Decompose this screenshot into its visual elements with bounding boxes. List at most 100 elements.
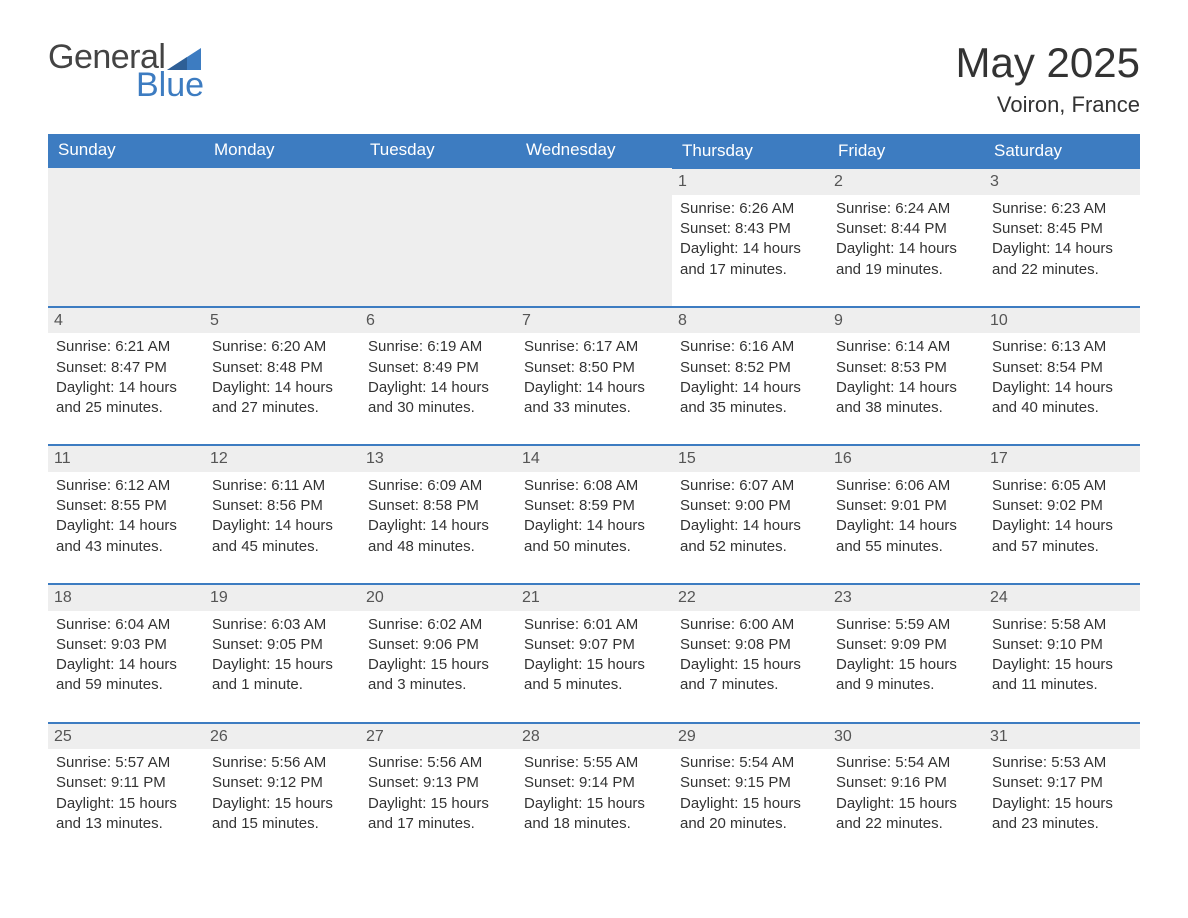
calendar-day-cell: 29Sunrise: 5:54 AMSunset: 9:15 PMDayligh… (672, 722, 828, 861)
calendar-day-cell: 6Sunrise: 6:19 AMSunset: 8:49 PMDaylight… (360, 306, 516, 445)
day-details: Sunrise: 6:13 AMSunset: 8:54 PMDaylight:… (990, 337, 1134, 418)
sunrise-line: Sunrise: 5:59 AM (836, 615, 976, 635)
day-details: Sunrise: 6:17 AMSunset: 8:50 PMDaylight:… (522, 337, 666, 418)
daylight-line: Daylight: 15 hours and 1 minute. (212, 655, 352, 696)
daylight-line: Daylight: 14 hours and 40 minutes. (992, 378, 1132, 419)
weekday-header: Sunday (48, 134, 204, 167)
sunrise-line: Sunrise: 6:11 AM (212, 476, 352, 496)
calendar-week-row: 1Sunrise: 6:26 AMSunset: 8:43 PMDaylight… (48, 167, 1140, 306)
daylight-line: Daylight: 14 hours and 35 minutes. (680, 378, 820, 419)
sunrise-line: Sunrise: 6:14 AM (836, 337, 976, 357)
daylight-line: Daylight: 15 hours and 5 minutes. (524, 655, 664, 696)
sunset-line: Sunset: 8:59 PM (524, 496, 664, 516)
calendar-day-cell: 3Sunrise: 6:23 AMSunset: 8:45 PMDaylight… (984, 167, 1140, 306)
sunrise-line: Sunrise: 5:54 AM (836, 753, 976, 773)
day-number: 16 (828, 444, 984, 472)
sunset-line: Sunset: 9:17 PM (992, 773, 1132, 793)
day-details: Sunrise: 5:56 AMSunset: 9:13 PMDaylight:… (366, 753, 510, 834)
day-number: 8 (672, 306, 828, 334)
calendar-week-row: 18Sunrise: 6:04 AMSunset: 9:03 PMDayligh… (48, 583, 1140, 722)
sunset-line: Sunset: 9:03 PM (56, 635, 196, 655)
daylight-line: Daylight: 14 hours and 33 minutes. (524, 378, 664, 419)
calendar-day-cell: 5Sunrise: 6:20 AMSunset: 8:48 PMDaylight… (204, 306, 360, 445)
calendar-day-cell: 1Sunrise: 6:26 AMSunset: 8:43 PMDaylight… (672, 167, 828, 306)
calendar-day-cell: 24Sunrise: 5:58 AMSunset: 9:10 PMDayligh… (984, 583, 1140, 722)
sunset-line: Sunset: 9:10 PM (992, 635, 1132, 655)
day-number: 31 (984, 722, 1140, 750)
sunrise-line: Sunrise: 6:09 AM (368, 476, 508, 496)
sunrise-line: Sunrise: 6:26 AM (680, 199, 820, 219)
sunset-line: Sunset: 8:53 PM (836, 358, 976, 378)
day-number: 6 (360, 306, 516, 334)
calendar-week-row: 11 Sunrise: 6:12 AMSunset: 8:55 PM Dayligh… (48, 444, 1140, 583)
sunset-line: Sunset: 9:16 PM (836, 773, 976, 793)
sunset-line: Sunset: 9:11 PM (56, 773, 196, 793)
day-details: Sunrise: 6:11 AMSunset: 8:56 PMDaylight:… (210, 476, 354, 557)
sunrise-line: Sunrise: 6:20 AM (212, 337, 352, 357)
sunrise-line: Sunrise: 6:03 AM (212, 615, 352, 635)
sunset-line: Sunset: 8:55 PM (56, 496, 196, 516)
day-number: 2 (828, 167, 984, 195)
calendar-day-cell: 8Sunrise: 6:16 AMSunset: 8:52 PMDaylight… (672, 306, 828, 445)
sunrise-line: Sunrise: 6:02 AM (368, 615, 508, 635)
calendar-day-cell: 25Sunrise: 5:57 AMSunset: 9:11 PMDayligh… (48, 722, 204, 861)
day-details: Sunrise: 5:54 AMSunset: 9:15 PMDaylight:… (678, 753, 822, 834)
day-number: 13 (360, 444, 516, 472)
sunrise-line: Sunrise: 6:17 AM (524, 337, 664, 357)
daylight-line: Daylight: 15 hours and 22 minutes. (836, 794, 976, 835)
sunrise-line: Sunrise: 6:24 AM (836, 199, 976, 219)
day-number: 7 (516, 306, 672, 334)
day-details: Sunrise: 5:58 AMSunset: 9:10 PMDaylight:… (990, 615, 1134, 696)
day-details: Sunrise: 5:53 AMSunset: 9:17 PMDaylight:… (990, 753, 1134, 834)
daylight-line: Daylight: 15 hours and 17 minutes. (368, 794, 508, 835)
weekday-header: Wednesday (516, 134, 672, 167)
day-number: 21 (516, 583, 672, 611)
day-details: Sunrise: 6:20 AMSunset: 8:48 PMDaylight:… (210, 337, 354, 418)
sunrise-line: Sunrise: 6:12 AM (56, 476, 196, 496)
sunrise-line: Sunrise: 5:56 AM (212, 753, 352, 773)
day-number: 14 (516, 444, 672, 472)
sunset-line: Sunset: 8:47 PM (56, 358, 196, 378)
day-number: 28 (516, 722, 672, 750)
sunset-line: Sunset: 9:06 PM (368, 635, 508, 655)
daylight-line: Daylight: 15 hours and 23 minutes. (992, 794, 1132, 835)
daylight-line: Daylight: 14 hours and 17 minutes. (680, 239, 820, 280)
sunset-line: Sunset: 8:43 PM (680, 219, 820, 239)
day-number: 11 (48, 444, 204, 472)
calendar-table: SundayMondayTuesdayWednesdayThursdayFrid… (48, 134, 1140, 860)
sunset-line: Sunset: 8:54 PM (992, 358, 1132, 378)
sunrise-line: Sunrise: 6:13 AM (992, 337, 1132, 357)
day-number: 10 (984, 306, 1140, 334)
calendar-day-cell: 16Sunrise: 6:06 AMSunset: 9:01 PMDayligh… (828, 444, 984, 583)
sunrise-line: Sunrise: 6:19 AM (368, 337, 508, 357)
calendar-header-row: SundayMondayTuesdayWednesdayThursdayFrid… (48, 134, 1140, 167)
daylight-line: Daylight: 14 hours and 19 minutes. (836, 239, 976, 280)
daylight-line: Daylight: 14 hours and 50 minutes. (524, 516, 664, 557)
daylight-line: Daylight: 14 hours and 57 minutes. (992, 516, 1132, 557)
calendar-day-cell: 26Sunrise: 5:56 AMSunset: 9:12 PMDayligh… (204, 722, 360, 861)
weekday-header: Tuesday (360, 134, 516, 167)
day-number: 25 (48, 722, 204, 750)
sunrise-line: Sunrise: 6:07 AM (680, 476, 820, 496)
calendar-day-cell: 9Sunrise: 6:14 AMSunset: 8:53 PMDaylight… (828, 306, 984, 445)
sunset-line: Sunset: 9:12 PM (212, 773, 352, 793)
daylight-line: Daylight: 14 hours and 48 minutes. (368, 516, 508, 557)
calendar-day-cell: 10 Sunrise: 6:13 AMSunset: 8:54 PMDayligh… (984, 306, 1140, 445)
day-number: 27 (360, 722, 516, 750)
sunset-line: Sunset: 9:01 PM (836, 496, 976, 516)
sunset-line: Sunset: 8:48 PM (212, 358, 352, 378)
calendar-day-cell: 19Sunrise: 6:03 AMSunset: 9:05 PMDayligh… (204, 583, 360, 722)
daylight-line: Daylight: 14 hours and 45 minutes. (212, 516, 352, 557)
daylight-line: Daylight: 15 hours and 20 minutes. (680, 794, 820, 835)
sunrise-line: Sunrise: 6:21 AM (56, 337, 196, 357)
calendar-day-cell: 4Sunrise: 6:21 AMSunset: 8:47 PMDaylight… (48, 306, 204, 445)
day-number: 3 (984, 167, 1140, 195)
day-details: Sunrise: 6:05 AMSunset: 9:02 PMDaylight:… (990, 476, 1134, 557)
daylight-line: Daylight: 15 hours and 15 minutes. (212, 794, 352, 835)
calendar-empty-cell (516, 167, 672, 306)
header: General Blue May 2025 Voiron, France (48, 40, 1140, 118)
sunrise-line: Sunrise: 6:23 AM (992, 199, 1132, 219)
calendar-day-cell: 17Sunrise: 6:05 AMSunset: 9:02 PMDayligh… (984, 444, 1140, 583)
calendar-day-cell: 13Sunrise: 6:09 AMSunset: 8:58 PMDayligh… (360, 444, 516, 583)
daylight-line: Daylight: 14 hours and 38 minutes. (836, 378, 976, 419)
